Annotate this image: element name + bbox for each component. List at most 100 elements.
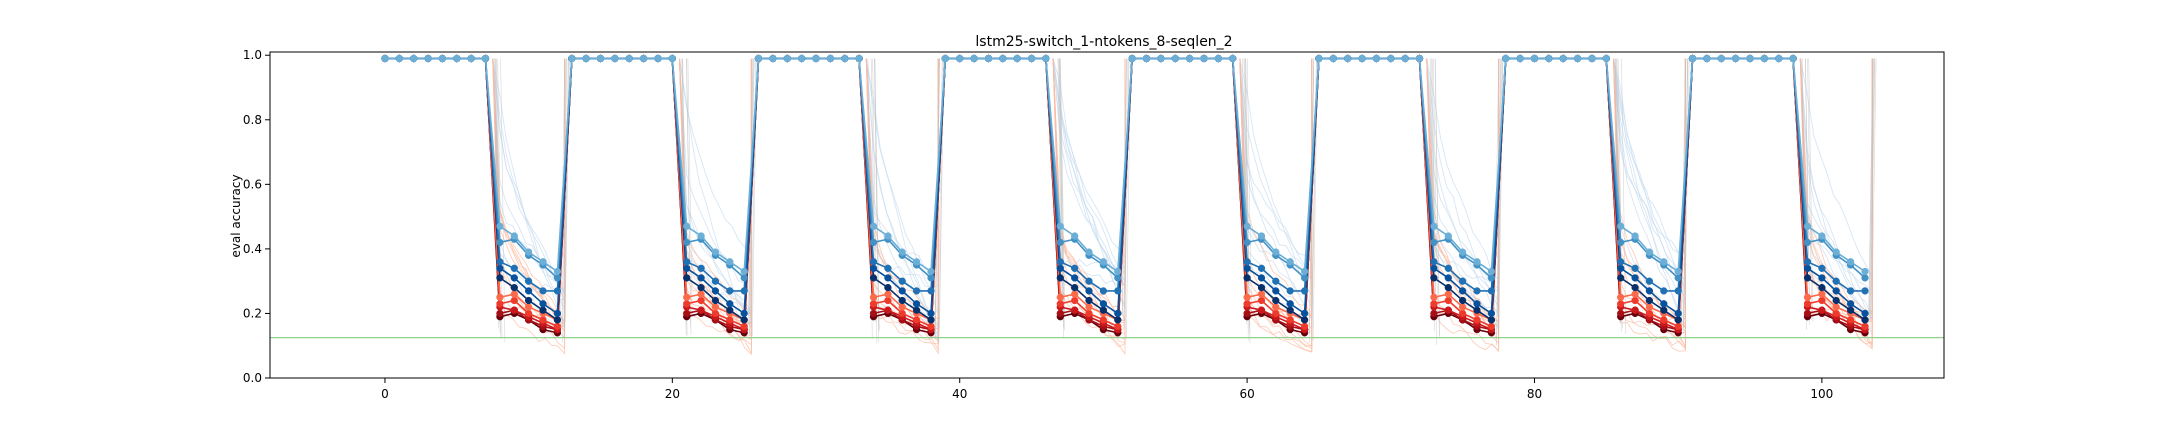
data-point xyxy=(1444,232,1452,240)
data-point xyxy=(697,296,705,305)
chart-title: lstm25-switch_1-ntokens_8-seqlen_2 xyxy=(975,34,1232,50)
data-point xyxy=(1458,277,1467,285)
faint-drop xyxy=(1430,58,1436,318)
faint-drop xyxy=(874,58,880,331)
data-point xyxy=(1415,54,1424,63)
data-point xyxy=(697,274,705,282)
data-point xyxy=(1861,267,1869,276)
data-point xyxy=(999,54,1007,63)
data-point xyxy=(1617,309,1625,318)
data-point xyxy=(1114,322,1122,331)
faint-curve xyxy=(679,58,752,266)
data-point xyxy=(1286,287,1294,295)
faint-curve xyxy=(1613,58,1686,351)
faint-drop xyxy=(1059,58,1065,328)
data-point xyxy=(1516,54,1524,63)
data-point xyxy=(1071,290,1079,298)
data-point xyxy=(1832,248,1840,256)
data-point xyxy=(1114,274,1122,282)
faint-drop xyxy=(1433,58,1438,318)
y-tick-label: 0.6 xyxy=(243,177,262,191)
faint-drop xyxy=(1434,58,1440,336)
data-point xyxy=(1085,296,1093,305)
data-point xyxy=(683,309,691,318)
data-point xyxy=(1257,296,1266,305)
data-point xyxy=(1056,293,1064,301)
data-point xyxy=(481,54,490,63)
data-point xyxy=(1818,296,1826,305)
faint-drop xyxy=(1244,58,1250,328)
data-point xyxy=(927,287,935,295)
data-point xyxy=(1803,238,1812,247)
data-point xyxy=(1257,232,1266,240)
data-point xyxy=(1272,248,1280,256)
data-point xyxy=(711,248,720,256)
y-tick-label: 0.2 xyxy=(243,306,262,320)
data-point xyxy=(510,290,518,298)
data-point xyxy=(1444,290,1452,298)
data-point xyxy=(683,274,691,282)
data-point xyxy=(496,274,504,282)
data-point xyxy=(869,258,878,266)
data-point xyxy=(1617,258,1625,266)
data-point xyxy=(1487,309,1496,318)
data-point xyxy=(1832,287,1840,295)
data-point xyxy=(912,287,921,295)
data-point xyxy=(1430,309,1438,318)
data-point xyxy=(1458,309,1467,318)
data-point xyxy=(1099,316,1108,324)
data-point xyxy=(553,274,562,282)
data-point xyxy=(884,283,892,292)
data-point xyxy=(1056,258,1064,266)
data-point xyxy=(1430,238,1438,247)
data-point xyxy=(898,309,906,318)
data-point xyxy=(1832,303,1840,311)
data-point xyxy=(1846,258,1855,266)
data-point xyxy=(1803,309,1812,318)
data-point xyxy=(1243,264,1251,272)
data-point xyxy=(553,322,562,331)
data-point xyxy=(812,54,820,63)
data-point xyxy=(582,54,590,63)
data-point xyxy=(1832,309,1840,318)
data-point xyxy=(754,54,763,63)
faint-rise xyxy=(1684,58,1690,318)
data-point xyxy=(1660,316,1668,324)
data-point xyxy=(697,232,705,240)
data-point xyxy=(1099,258,1108,266)
data-point xyxy=(539,300,547,308)
data-point xyxy=(826,54,835,63)
data-point xyxy=(510,296,518,305)
data-point xyxy=(869,222,878,230)
data-point xyxy=(1617,222,1625,230)
faint-curve xyxy=(1426,58,1500,352)
data-point xyxy=(1286,258,1294,266)
data-point xyxy=(1257,290,1266,298)
data-point xyxy=(1660,300,1668,308)
x-tick-label: 20 xyxy=(665,387,680,401)
data-point xyxy=(740,287,748,295)
data-point xyxy=(1458,287,1467,295)
data-point xyxy=(1573,54,1582,63)
faint-curve xyxy=(679,58,752,354)
data-point xyxy=(1300,267,1309,276)
data-point xyxy=(1631,283,1639,292)
data-point xyxy=(1315,54,1323,63)
faint-drop xyxy=(686,58,692,335)
data-point xyxy=(711,277,720,285)
data-point xyxy=(697,306,705,314)
faint-drop xyxy=(1808,58,1814,322)
data-point xyxy=(941,54,949,63)
data-point xyxy=(1861,322,1869,331)
data-point xyxy=(898,287,906,295)
data-point xyxy=(1430,222,1438,230)
data-point xyxy=(1846,300,1855,308)
data-point xyxy=(1473,300,1481,308)
data-point xyxy=(1344,54,1352,63)
data-point xyxy=(524,296,533,305)
faint-rise xyxy=(1869,58,1875,330)
data-point xyxy=(568,54,576,63)
data-point xyxy=(869,309,878,318)
data-point xyxy=(1300,316,1309,324)
data-point xyxy=(726,258,734,266)
